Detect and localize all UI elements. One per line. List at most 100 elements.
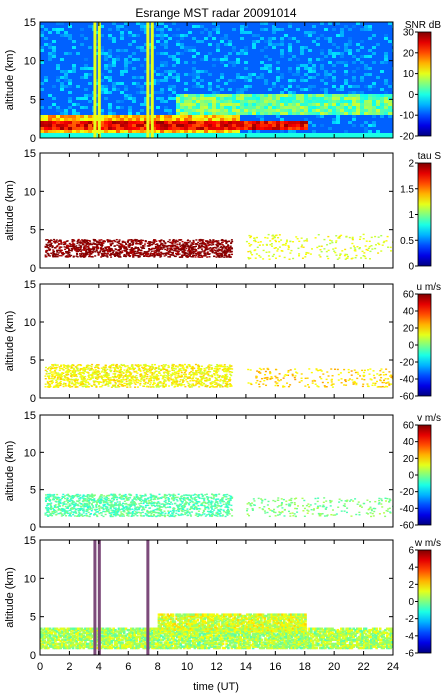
data-point <box>183 250 186 253</box>
data-point <box>188 255 191 257</box>
snr-cell <box>196 85 200 88</box>
data-point <box>149 380 152 382</box>
data-point <box>102 378 105 381</box>
data-point <box>88 251 91 253</box>
snr-cell <box>244 79 248 82</box>
data-point <box>224 380 227 383</box>
data-point <box>131 251 134 253</box>
data-point <box>217 240 220 242</box>
data-point <box>79 248 82 251</box>
snr-cell <box>320 97 324 100</box>
data-point <box>54 367 57 370</box>
data-point <box>162 247 165 249</box>
snr-cell <box>244 49 248 52</box>
data-point <box>362 255 365 257</box>
data-point <box>198 240 201 242</box>
snr-cell <box>56 127 60 130</box>
snr-cell <box>140 88 144 91</box>
data-point <box>126 386 129 388</box>
data-point <box>133 251 136 253</box>
snr-cell <box>244 124 248 127</box>
data-point <box>148 242 151 244</box>
snr-cell <box>360 28 364 31</box>
snr-cell <box>192 79 196 82</box>
data-point <box>199 251 202 253</box>
snr-cell <box>256 121 260 124</box>
data-point <box>122 385 125 387</box>
snr-cell <box>308 121 312 124</box>
data-point <box>192 252 195 255</box>
data-point <box>102 382 105 384</box>
data-point <box>51 245 54 247</box>
data-point <box>100 256 103 258</box>
snr-cell <box>140 121 144 124</box>
snr-cell <box>160 22 164 25</box>
data-point <box>200 251 203 253</box>
snr-cell <box>168 112 172 115</box>
snr-cell <box>300 106 304 109</box>
data-point <box>49 369 52 372</box>
snr-cell <box>244 25 248 28</box>
snr-cell <box>72 103 76 106</box>
data-point <box>80 377 83 379</box>
data-point <box>59 246 62 248</box>
data-point <box>196 382 199 385</box>
snr-cell <box>308 136 312 138</box>
data-point <box>174 385 177 387</box>
snr-cell <box>352 76 356 79</box>
snr-cell <box>176 76 180 79</box>
snr-cell <box>280 97 284 100</box>
snr-cell <box>132 100 136 103</box>
snr-cell <box>280 28 284 31</box>
data-point <box>175 252 178 255</box>
data-point <box>138 365 141 367</box>
data-point <box>59 375 62 377</box>
data-point <box>83 383 86 386</box>
data-point <box>105 380 108 383</box>
snr-cell <box>224 112 228 115</box>
data-point <box>60 255 63 257</box>
data-point <box>276 382 279 384</box>
data-point <box>158 381 161 383</box>
snr-cell <box>352 106 356 109</box>
data-point <box>212 243 215 246</box>
data-point <box>118 239 121 241</box>
snr-cell <box>264 82 268 85</box>
data-point <box>60 364 63 366</box>
data-point <box>53 376 56 379</box>
snr-cell <box>120 31 124 34</box>
snr-cell <box>308 49 312 52</box>
data-point <box>192 246 195 248</box>
data-point <box>62 369 65 371</box>
data-point <box>190 370 193 373</box>
snr-cell <box>316 103 320 106</box>
snr-cell <box>200 133 204 136</box>
snr-cell <box>120 100 124 103</box>
data-point <box>82 378 85 381</box>
snr-cell <box>212 103 216 106</box>
snr-cell <box>248 109 252 112</box>
snr-cell <box>180 100 184 103</box>
data-point <box>97 370 100 372</box>
snr-cell <box>132 67 136 70</box>
data-point <box>229 371 232 373</box>
snr-cell <box>168 73 172 76</box>
snr-cell <box>332 43 336 46</box>
snr-cell <box>352 103 356 106</box>
snr-cell <box>48 43 52 46</box>
data-point <box>148 249 151 251</box>
data-point <box>157 386 160 388</box>
data-point <box>141 253 144 256</box>
snr-cell <box>180 133 184 136</box>
snr-cell <box>348 106 352 109</box>
data-point <box>163 366 166 368</box>
snr-cell <box>60 115 64 118</box>
data-point <box>382 371 385 374</box>
data-point <box>381 381 384 384</box>
data-point <box>87 386 90 388</box>
data-point <box>378 243 381 246</box>
snr-cell <box>128 55 132 58</box>
snr-cell <box>344 82 348 85</box>
data-point <box>63 365 66 367</box>
snr-cell <box>260 94 264 97</box>
